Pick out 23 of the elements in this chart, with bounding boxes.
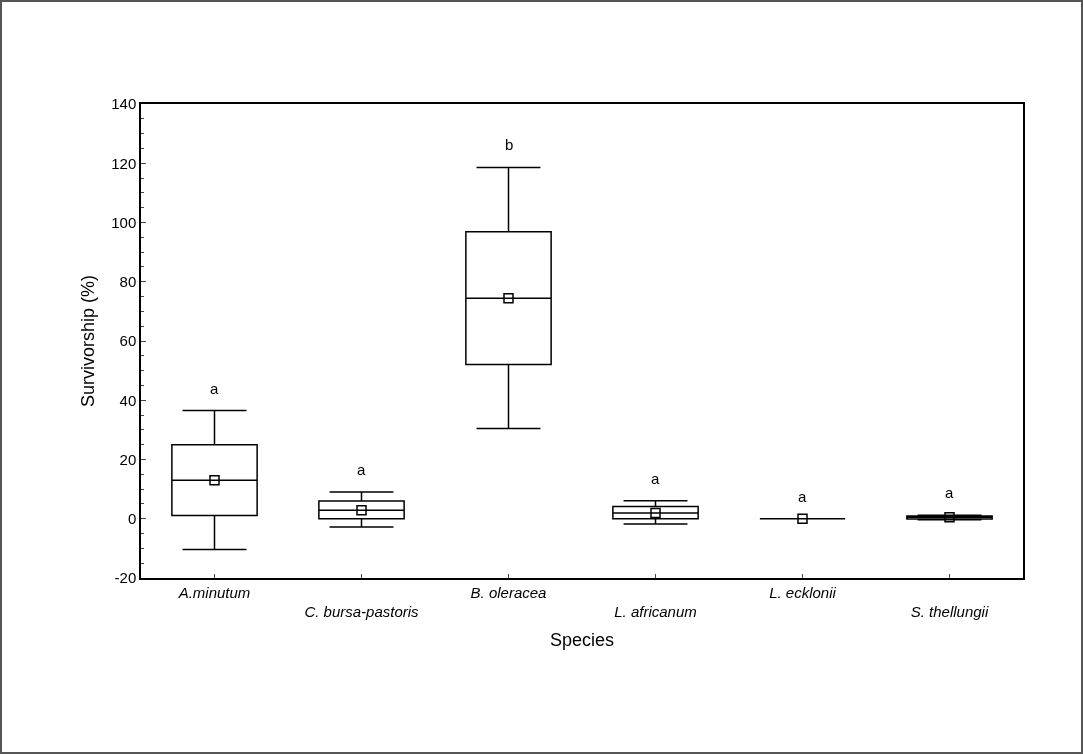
annotation: a [357, 461, 366, 478]
annotation: a [798, 488, 807, 505]
x-axis-title: Species [549, 629, 615, 650]
annotation: a [210, 380, 219, 397]
annotation: a [945, 484, 954, 501]
y-tick-label: -20 [114, 569, 137, 587]
y-tick-label: 100 [111, 213, 137, 231]
x-tick-label: C. bursa-pastoris [304, 603, 420, 621]
y-axis-title: Survivorship (%) [77, 274, 98, 408]
x-tick-label: S. thellungii [910, 603, 989, 621]
y-tick-label: 60 [119, 332, 137, 350]
y-tick-label: 140 [111, 95, 137, 113]
y-tick-label: 80 [119, 273, 137, 290]
x-tick-label: L. ecklonii [769, 583, 837, 601]
y-tick-label: 40 [119, 391, 137, 409]
y-tick-label: 0 [127, 510, 137, 527]
x-tick-label: B. oleracea [470, 583, 547, 601]
y-tick-label: 120 [111, 154, 137, 172]
annotation: a [651, 470, 660, 487]
y-tick-label: 20 [119, 450, 137, 468]
x-tick-label: L. africanum [614, 603, 697, 621]
x-tick-label: A.minutum [177, 583, 251, 601]
annotation: b [505, 136, 514, 153]
